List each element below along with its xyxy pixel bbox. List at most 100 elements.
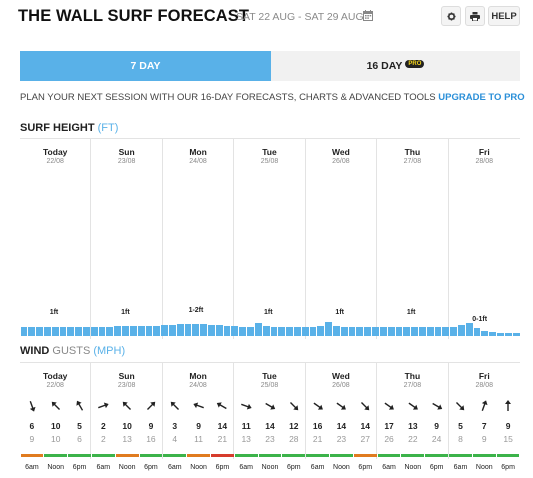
wind-heading: WIND GUSTS (MPH)	[20, 345, 125, 357]
day-name: Today	[43, 371, 68, 381]
promo-text: PLAN YOUR NEXT SESSION WITH OUR 16-DAY F…	[20, 92, 439, 103]
wind-rating-bar	[187, 454, 210, 457]
forecast-tabs: 7 DAY 16 DAY PRO	[20, 51, 520, 81]
day-column: Wed 26/08	[306, 363, 378, 459]
wind-speed: 14	[217, 421, 228, 431]
wind-rating-bar	[472, 454, 496, 457]
day-date: 28/08	[475, 382, 494, 389]
surf-bar	[67, 326, 75, 336]
wind-arrow-icon	[384, 402, 394, 410]
surf-bar	[450, 326, 457, 336]
day-date: 22/08	[46, 158, 64, 165]
time-label: 6am	[382, 464, 396, 471]
surf-bar	[208, 324, 215, 336]
surf-bar	[293, 327, 301, 336]
wind-speed: 9	[148, 421, 154, 431]
day-column: Today 22/08	[20, 363, 92, 459]
surf-bar	[239, 326, 247, 336]
surf-bar	[340, 327, 348, 336]
day-name: Fri	[478, 147, 490, 157]
day-column: Mon 24/08	[163, 139, 235, 339]
day-date: 27/08	[403, 158, 422, 165]
wind-arrow-icon	[431, 402, 442, 410]
wind-gust: 10	[50, 434, 61, 444]
surf-bar	[215, 324, 223, 336]
day-name: Wed	[332, 371, 350, 381]
wind-rating-bar	[139, 454, 163, 457]
surf-bar	[145, 325, 153, 336]
upgrade-link[interactable]: UPGRADE TO PRO	[438, 92, 525, 103]
wind-gust: 9	[481, 434, 487, 444]
day-date: 27/08	[403, 382, 422, 389]
wind-arrow-icon	[192, 402, 204, 409]
day-name: Fri	[478, 371, 490, 381]
surf-bar	[434, 327, 442, 336]
wind-gusts-title: GUSTS	[52, 345, 91, 357]
surf-bar	[137, 325, 145, 336]
surf-bar	[168, 324, 176, 336]
wind-arrow-icon	[456, 401, 465, 411]
surf-bar	[364, 326, 372, 336]
surf-bar	[106, 326, 114, 336]
surf-height-chart: Today 22/08 Sun 23/08 Mon 24/08 Tue 25/08 Wed 26/…	[20, 138, 520, 339]
wind-gust: 13	[241, 434, 251, 444]
day-date: 25/08	[260, 158, 279, 165]
time-label: 6am	[167, 464, 182, 471]
wind-rating-bar	[449, 454, 472, 457]
surf-bar	[278, 326, 286, 336]
surf-bar	[75, 326, 82, 336]
time-label: Noon	[47, 464, 65, 471]
wind-gust: 4	[172, 434, 178, 444]
day-date: 25/08	[260, 382, 279, 389]
wind-rating-bar	[258, 454, 282, 457]
day-column: Today 22/08	[20, 139, 92, 339]
surf-bar	[333, 325, 340, 336]
surf-height-heading: SURF HEIGHT (FT)	[20, 122, 118, 134]
wave-height-label: 1ft	[406, 309, 416, 316]
wave-height-label: 1ft	[49, 309, 59, 316]
wind-unit: (MPH)	[93, 345, 126, 357]
wind-arrow-icon	[98, 402, 109, 409]
surf-bar	[36, 327, 43, 336]
wind-arrow-icon	[122, 401, 132, 411]
settings-button[interactable]	[441, 6, 461, 26]
day-column: Sun 23/08	[91, 363, 163, 459]
page-title: THE WALL SURF FORECAST	[18, 7, 250, 25]
wind-speed: 5	[458, 421, 463, 431]
wind-rating-bar	[377, 454, 401, 457]
surf-bar	[426, 327, 434, 336]
surf-bar	[418, 327, 426, 336]
time-label: 6am	[25, 464, 39, 471]
surf-bar	[161, 324, 168, 336]
surf-title: SURF HEIGHT	[20, 122, 95, 134]
day-name: Tue	[262, 371, 277, 381]
surf-bar	[286, 326, 293, 336]
time-label: Noon	[333, 464, 350, 471]
wind-arrow-icon	[289, 401, 299, 411]
surf-bar	[98, 326, 106, 336]
surf-bar	[176, 323, 184, 336]
tab-16-day[interactable]: 16 DAY PRO	[271, 51, 520, 81]
help-button[interactable]: HELP	[488, 6, 520, 26]
wind-gust: 15	[503, 434, 513, 444]
day-name: Sun	[118, 147, 135, 157]
time-label: Noon	[118, 464, 136, 471]
wind-rating-bar	[282, 454, 306, 457]
wind-speed: 6	[29, 421, 35, 431]
page-header: THE WALL SURF FORECAST SAT 22 AUG - SAT …	[18, 6, 520, 26]
wind-rating-bar	[20, 454, 44, 457]
day-column: Fri 28/08	[449, 139, 520, 339]
printer-icon	[470, 11, 480, 21]
day-column: Fri 28/08	[449, 363, 520, 459]
surf-bar	[301, 327, 309, 336]
day-name: Mon	[189, 147, 207, 157]
print-button[interactable]	[465, 6, 485, 26]
wind-speed: 9	[196, 421, 201, 431]
time-label: 6pm	[429, 464, 444, 471]
wind-speed: 10	[50, 421, 61, 431]
tab-7-day[interactable]: 7 DAY	[20, 51, 271, 81]
surf-bar	[90, 326, 98, 336]
time-label: 6pm	[144, 464, 158, 471]
wind-gust: 24	[431, 434, 442, 444]
calendar-icon[interactable]	[363, 10, 373, 21]
